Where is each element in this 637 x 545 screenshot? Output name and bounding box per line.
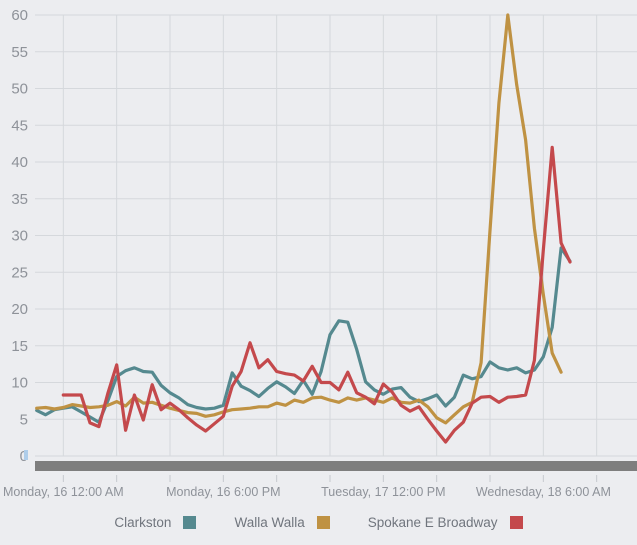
line-chart-canvas[interactable]: 0 5 10 15 20 25 30 35 40 45 50 55 60 Monday, 16 12:00… [0, 0, 637, 505]
x-axis-tick-label: Tuesday, 17 12:00 PM [321, 485, 445, 499]
x-axis-tick-label: Monday, 16 12:00 AM [3, 485, 124, 499]
legend-swatch-spokane-e-broadway-icon [509, 515, 523, 529]
legend-label-spokane-e-broadway: Spokane E Broadway [367, 514, 498, 530]
x-axis-tick-label: Wednesday, 18 6:00 AM [476, 485, 611, 499]
legend: Clarkston Walla Walla Spokane E Broadway [0, 509, 637, 535]
y-axis-tick-label: 60 [11, 7, 28, 24]
legend-item-clarkston[interactable]: Clarkston [114, 514, 197, 530]
y-axis-tick-label: 25 [11, 264, 28, 281]
legend-item-walla-walla[interactable]: Walla Walla [234, 514, 330, 530]
y-axis-tick-label: 40 [11, 154, 28, 171]
x-axis-tick-label: Monday, 16 6:00 PM [166, 485, 280, 499]
legend-item-spokane-e-broadway[interactable]: Spokane E Broadway [368, 515, 523, 530]
y-axis-tick-label: 50 [11, 81, 28, 98]
y-axis-tick-label: 55 [11, 44, 28, 61]
legend-label-walla-walla: Walla Walla [234, 514, 305, 530]
legend-swatch-walla-walla-icon [316, 515, 330, 529]
y-axis-tick-label: 20 [11, 301, 28, 318]
legend-label-clarkston: Clarkston [114, 514, 172, 530]
series-line-walla-walla[interactable] [35, 13, 563, 425]
left-edge-marker [24, 450, 28, 460]
y-axis-tick-label: 45 [11, 117, 28, 134]
y-axis-tick-label: 15 [11, 338, 28, 355]
y-axis-tick-label: 30 [11, 228, 28, 245]
x-axis-scrollbar[interactable] [35, 461, 637, 471]
legend-swatch-clarkston-icon [183, 515, 197, 529]
y-axis-tick-label: 35 [11, 191, 28, 208]
series-line-spokane-e-broadway[interactable] [61, 145, 572, 444]
y-axis-tick-label: 10 [11, 375, 28, 392]
y-axis-tick-label: 0 [20, 448, 28, 465]
y-axis-tick-label: 5 [20, 411, 28, 428]
